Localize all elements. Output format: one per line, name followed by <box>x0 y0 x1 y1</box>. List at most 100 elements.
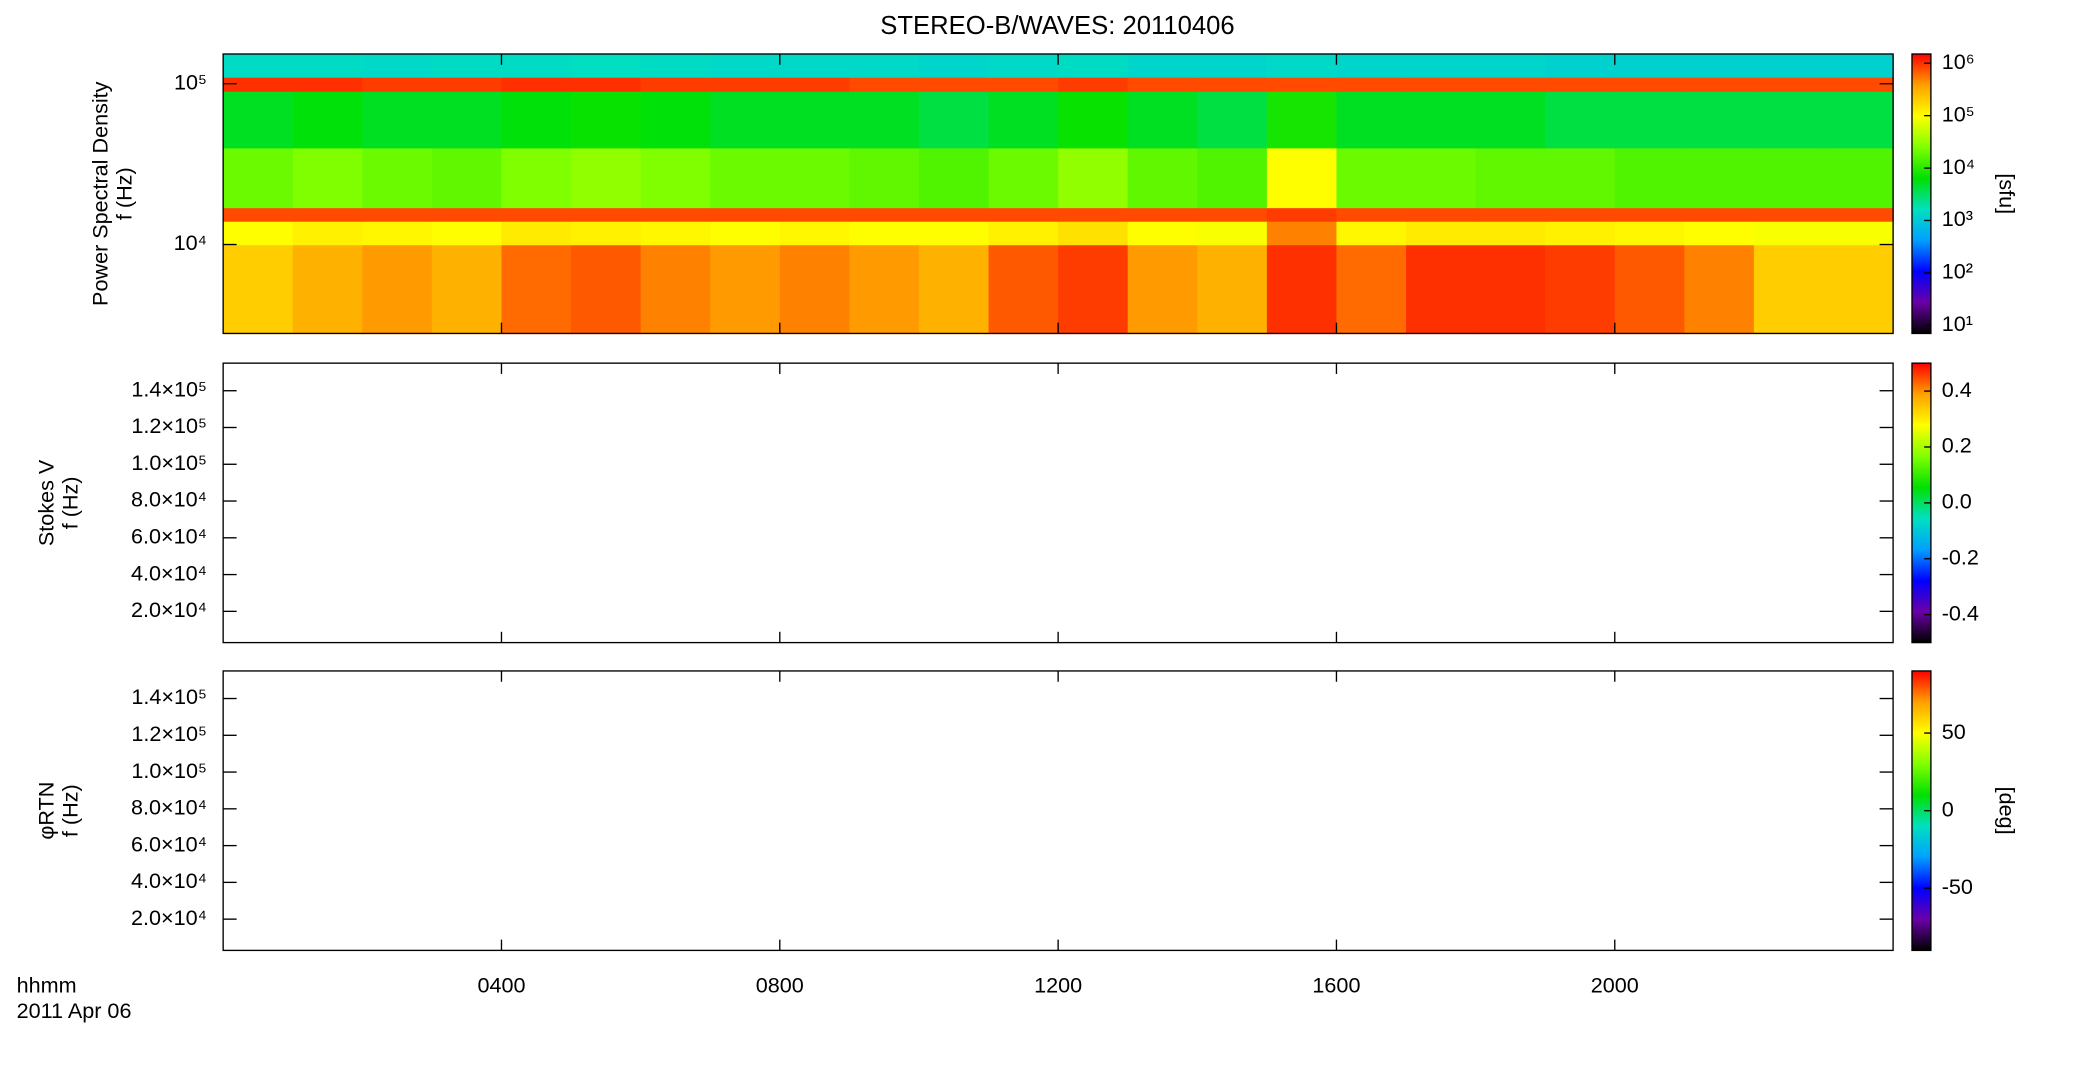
colorbar-tick-label: 10⁴ <box>1942 154 1975 179</box>
heatmap-cell <box>1475 207 1546 222</box>
heatmap-cell <box>223 77 294 92</box>
heatmap-cell <box>571 207 642 222</box>
heatmap-cell <box>1614 221 1686 246</box>
heatmap-cell <box>292 207 363 222</box>
heatmap-cell <box>640 207 711 222</box>
heatmap-cell <box>988 244 1059 335</box>
heatmap-cell <box>1406 147 1477 209</box>
heatmap-cell <box>571 91 642 149</box>
heatmap-cell <box>292 244 363 335</box>
heatmap-cell <box>918 54 990 78</box>
y-axis-title: f (Hz) <box>58 784 83 837</box>
heatmap-cell <box>1127 147 1198 209</box>
heatmap-cell <box>1197 147 1268 209</box>
heatmap-cell <box>640 54 711 78</box>
heatmap-cell <box>571 54 642 78</box>
heatmap-cell <box>988 54 1059 78</box>
heatmap-cell <box>1475 244 1546 335</box>
y-tick-label: 8.0×10⁴ <box>131 487 207 512</box>
colorbar-label: [sfu] <box>1994 173 2019 214</box>
heatmap-cell <box>640 244 711 335</box>
heatmap-cell <box>918 221 990 246</box>
heatmap-cell <box>1127 77 1198 92</box>
x-axis-label: hhmm <box>17 973 77 998</box>
heatmap-cell <box>1127 244 1198 335</box>
heatmap-cell <box>710 54 781 78</box>
heatmap-cell <box>1266 221 1338 246</box>
heatmap-cell <box>1336 91 1407 149</box>
heatmap-cell <box>1406 77 1477 92</box>
heatmap-cell <box>1753 54 1825 78</box>
panel: 2.0×10⁴ 4.0×10⁴ 6.0×10⁴ 8.0×10⁴ 1.0×10⁵ 1.2×1… <box>33 362 1979 644</box>
colorbar-tick-label: 10⁶ <box>1942 49 1975 74</box>
heatmap-cell <box>849 244 920 335</box>
heatmap-cell <box>988 91 1059 149</box>
heatmap-cell <box>1823 54 1894 78</box>
heatmap-cell <box>1266 77 1338 92</box>
y-tick-label: 1.2×10⁵ <box>131 721 207 746</box>
heatmap-cell <box>1475 221 1546 246</box>
colorbar-tick-label: -50 <box>1942 874 1973 899</box>
heatmap-cell <box>1545 77 1616 92</box>
heatmap-cell <box>1336 207 1407 222</box>
heatmap-cell <box>292 147 363 209</box>
heatmap-cell <box>1614 91 1686 149</box>
heatmap-cell <box>1753 77 1825 92</box>
colorbar-tick-label: 10¹ <box>1942 311 1973 336</box>
heatmap-cell <box>1266 54 1338 78</box>
heatmap-cell <box>1406 244 1477 335</box>
heatmap-cell <box>431 54 503 78</box>
x-tick-label: 0800 <box>756 973 804 998</box>
heatmap-cell <box>501 77 572 92</box>
colorbar-tick-label: -0.2 <box>1942 544 1979 569</box>
heatmap-cell <box>640 147 711 209</box>
y-tick-label: 10⁵ <box>174 69 207 94</box>
heatmap-cell <box>1336 54 1407 78</box>
heatmap-cell <box>501 147 572 209</box>
heatmap-cell <box>501 54 572 78</box>
heatmap-cell <box>1127 221 1198 246</box>
colorbar-tick-label: 0.0 <box>1942 489 1972 514</box>
panel: 2.0×10⁴ 4.0×10⁴ 6.0×10⁴ 8.0×10⁴ 1.0×10⁵ 1.2×1… <box>33 670 2019 998</box>
heatmap-cell <box>849 77 920 92</box>
y-axis-title: Stokes V <box>33 459 58 546</box>
heatmap-cell <box>988 221 1059 246</box>
colorbar-tick-label: -0.4 <box>1942 600 1979 625</box>
heatmap-cell <box>1197 77 1268 92</box>
heatmap-cell <box>1545 91 1616 149</box>
heatmap-cell <box>223 207 294 222</box>
colorbar <box>1911 53 1932 335</box>
y-axis-title: φRTN <box>33 782 58 840</box>
heatmap-cell <box>1058 54 1129 78</box>
y-tick-label: 1.4×10⁵ <box>131 684 207 709</box>
heatmap-cell <box>362 244 433 335</box>
heatmap-cell <box>1684 221 1755 246</box>
date-label: 2011 Apr 06 <box>17 998 132 1023</box>
heatmap-cell <box>1127 91 1198 149</box>
heatmap-cell <box>710 147 781 209</box>
heatmap-cell <box>1058 91 1129 149</box>
heatmap-cell <box>431 77 503 92</box>
heatmap-cell <box>1614 244 1686 335</box>
plot-frame <box>222 670 1894 952</box>
heatmap-cell <box>1753 91 1825 149</box>
heatmap-cell <box>1684 244 1755 335</box>
heatmap-cell <box>501 207 572 222</box>
heatmap-cell <box>1614 147 1686 209</box>
y-tick-label: 1.2×10⁵ <box>131 413 207 438</box>
y-tick-label: 2.0×10⁴ <box>131 905 207 930</box>
heatmap-cell <box>1406 91 1477 149</box>
plot-frame <box>222 362 1894 644</box>
y-axis-title: f (Hz) <box>58 476 83 529</box>
heatmap-cell <box>1684 91 1755 149</box>
heatmap-cell <box>223 147 294 209</box>
heatmap-cell <box>431 244 503 335</box>
heatmap-cell <box>640 221 711 246</box>
heatmap-cell <box>431 221 503 246</box>
y-tick-label: 6.0×10⁴ <box>131 831 207 856</box>
heatmap-cell <box>1545 147 1616 209</box>
heatmap-cell <box>1406 207 1477 222</box>
heatmap-cell <box>1823 147 1894 209</box>
heatmap-cell <box>292 54 363 78</box>
heatmap-cell <box>501 244 572 335</box>
